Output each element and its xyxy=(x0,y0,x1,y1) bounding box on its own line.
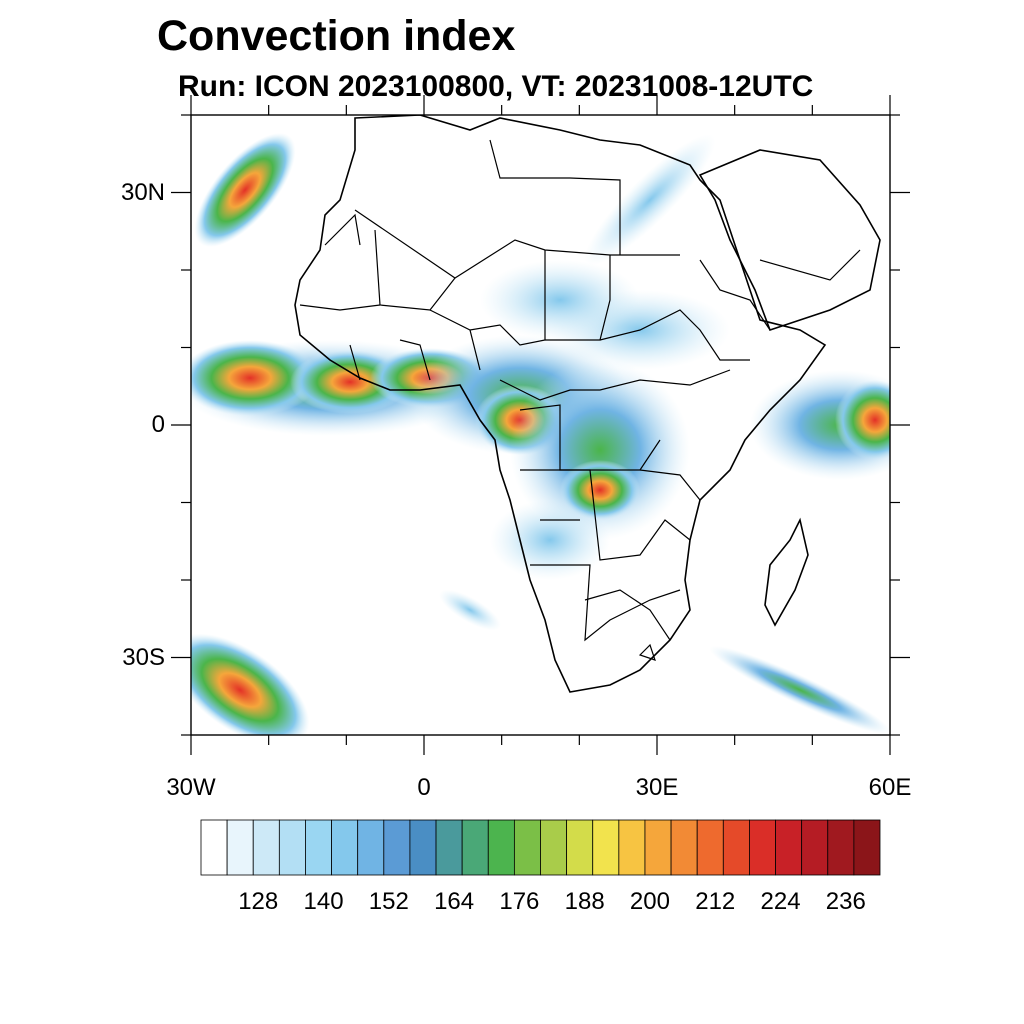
colorbar-swatch xyxy=(566,819,594,876)
colorbar-swatch xyxy=(200,819,228,876)
colorbar-swatch xyxy=(644,819,672,876)
field-blob xyxy=(194,133,296,247)
country-borders xyxy=(299,139,861,661)
colorbar-label: 224 xyxy=(760,888,801,915)
colorbar-swatch xyxy=(252,819,280,876)
colorbar-swatch xyxy=(827,819,855,876)
colorbar-swatch xyxy=(722,819,750,876)
border-line xyxy=(584,589,671,641)
border-line xyxy=(530,564,681,642)
border-line xyxy=(469,329,481,371)
field-blob xyxy=(709,645,890,735)
border-line xyxy=(520,469,691,561)
border-line xyxy=(299,304,381,311)
colorbar-swatch xyxy=(670,819,698,876)
colorbar-swatch xyxy=(357,819,385,876)
border-line xyxy=(545,255,611,341)
colorbar-swatch xyxy=(775,819,803,876)
colorbar-swatch xyxy=(435,819,463,876)
colorbar-swatch xyxy=(540,819,568,876)
colorbar-swatch xyxy=(592,819,620,876)
border-line xyxy=(324,213,361,246)
lon-tick-label: 30E xyxy=(635,774,679,801)
map-title: Convection index xyxy=(157,12,516,60)
colorbar-swatch xyxy=(513,819,541,876)
colorbar-swatch xyxy=(696,819,724,876)
border-line xyxy=(639,469,701,501)
colorbar-swatch xyxy=(331,819,359,876)
border-line xyxy=(354,209,680,279)
colorbar-label: 128 xyxy=(238,888,279,915)
colorbar-swatch xyxy=(226,819,254,876)
border-line xyxy=(489,139,621,255)
colorbar-label: 152 xyxy=(368,888,409,915)
border-line xyxy=(759,249,861,281)
colorbar-swatch xyxy=(618,819,646,876)
field-blob xyxy=(439,589,501,631)
border-line xyxy=(399,339,431,381)
border-line xyxy=(429,250,546,346)
colorbar-label: 164 xyxy=(434,888,475,915)
field-blob xyxy=(480,260,640,340)
colorbar-label: 212 xyxy=(695,888,736,915)
colorbar-swatch xyxy=(801,819,829,876)
field-blob xyxy=(560,460,640,520)
border-line xyxy=(699,259,771,331)
lon-tick-label: 30W xyxy=(166,774,216,801)
border-line xyxy=(599,309,750,361)
field-blob xyxy=(584,134,716,266)
lat-tick-label: 30N xyxy=(120,178,165,206)
lon-tick-label: 0 xyxy=(417,774,431,801)
field-blob xyxy=(490,500,610,580)
coastlines xyxy=(294,115,881,693)
field-blob xyxy=(191,633,310,735)
colorbar-label: 200 xyxy=(629,888,670,915)
colorbar-swatch xyxy=(853,819,881,876)
colorbar-label: 236 xyxy=(825,888,866,915)
border-line xyxy=(349,344,361,381)
madagascar-coastline xyxy=(764,517,809,627)
border-line xyxy=(374,229,456,311)
colorbar-label: 176 xyxy=(499,888,540,915)
field-blob xyxy=(510,360,690,540)
lat-tick-label: 0 xyxy=(151,411,165,438)
border-line xyxy=(638,643,656,661)
convection-field xyxy=(191,133,890,735)
africa-coastline xyxy=(294,115,827,693)
colorbar-swatch xyxy=(461,819,489,876)
colorbar-swatch xyxy=(487,819,515,876)
colorbar-swatch xyxy=(305,819,332,876)
arabia-coastline xyxy=(698,149,881,332)
lon-tick-label: 60E xyxy=(868,774,912,801)
lat-tick-label: 30S xyxy=(122,643,165,671)
colorbar-swatch xyxy=(278,819,306,876)
map-subtitle: Run: ICON 2023100800, VT: 20231008-12UTC xyxy=(178,70,814,103)
colorbar xyxy=(200,819,881,876)
colorbar-swatch xyxy=(383,819,411,876)
colorbar-swatch xyxy=(409,819,437,876)
colorbar-label: 188 xyxy=(564,888,605,915)
colorbar-label: 140 xyxy=(303,888,344,915)
axis-ticks xyxy=(171,95,910,755)
field-blob xyxy=(835,380,890,460)
colorbar-swatch xyxy=(749,819,776,876)
field-blob xyxy=(191,340,320,416)
border-line xyxy=(499,369,731,401)
